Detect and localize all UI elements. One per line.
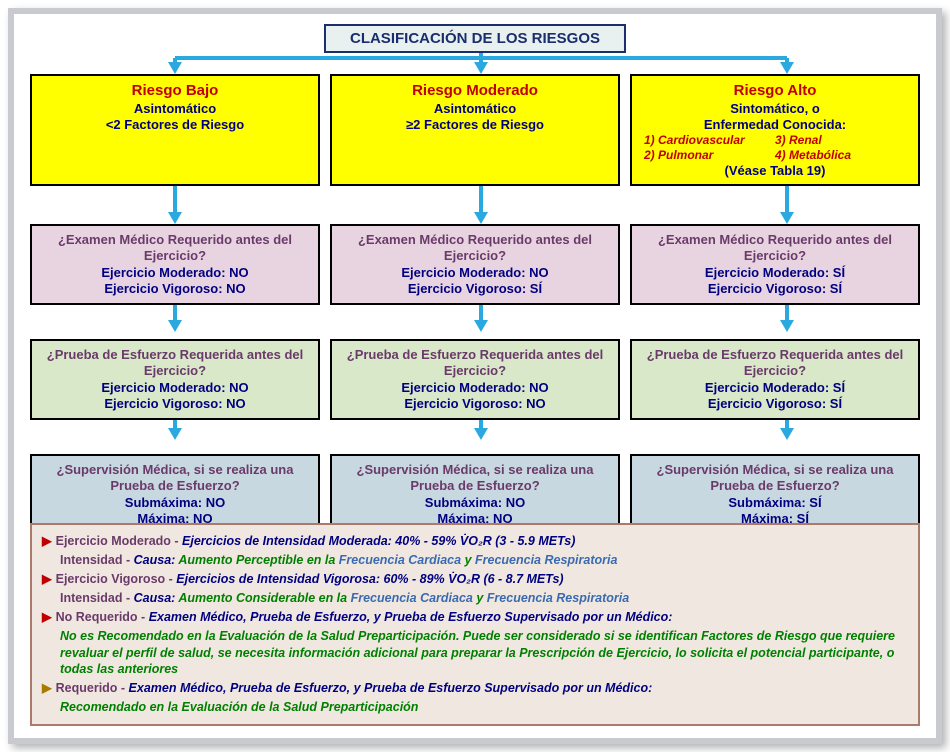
exam-box: ¿Examen Médico Requerido antes del Ejerc…	[30, 224, 320, 305]
diagram-container: CLASIFICACIÓN DE LOS RIESGOS Riesgo Bajo…	[8, 8, 942, 744]
bullet-icon: ▶	[42, 610, 52, 624]
bullet-icon: ▶	[42, 681, 52, 695]
diagram-title: CLASIFICACIÓN DE LOS RIESGOS	[324, 24, 626, 53]
columns-row: Riesgo BajoAsintomático<2 Factores de Ri…	[30, 74, 920, 535]
risk-box: Riesgo BajoAsintomático<2 Factores de Ri…	[30, 74, 320, 186]
test-box: ¿Prueba de Esfuerzo Requerida antes del …	[630, 339, 920, 420]
legend-line: No es Recomendado en la Evaluación de la…	[42, 628, 908, 679]
legend-box: ▶Ejercicio Moderado - Ejercicios de Inte…	[30, 523, 920, 726]
legend-line: ▶No Requerido - Examen Médico, Prueba de…	[42, 609, 908, 626]
legend-line: Intensidad - Causa: Aumento Perceptible …	[42, 552, 908, 569]
exam-box: ¿Examen Médico Requerido antes del Ejerc…	[330, 224, 620, 305]
risk-box: Riesgo AltoSintomático, oEnfermedad Cono…	[630, 74, 920, 186]
legend-line: Recomendado en la Evaluación de la Salud…	[42, 699, 908, 716]
legend-line: Intensidad - Causa: Aumento Considerable…	[42, 590, 908, 607]
test-box: ¿Prueba de Esfuerzo Requerida antes del …	[30, 339, 320, 420]
bullet-icon: ▶	[42, 572, 52, 586]
column-1: Riesgo ModeradoAsintomático≥2 Factores d…	[330, 74, 620, 535]
column-0: Riesgo BajoAsintomático<2 Factores de Ri…	[30, 74, 320, 535]
exam-box: ¿Examen Médico Requerido antes del Ejerc…	[630, 224, 920, 305]
legend-line: ▶Ejercicio Vigoroso - Ejercicios de Inte…	[42, 571, 908, 588]
risk-box: Riesgo ModeradoAsintomático≥2 Factores d…	[330, 74, 620, 186]
legend-line: ▶Ejercicio Moderado - Ejercicios de Inte…	[42, 533, 908, 550]
column-2: Riesgo AltoSintomático, oEnfermedad Cono…	[630, 74, 920, 535]
legend-line: ▶Requerido - Examen Médico, Prueba de Es…	[42, 680, 908, 697]
bullet-icon: ▶	[42, 534, 52, 548]
test-box: ¿Prueba de Esfuerzo Requerida antes del …	[330, 339, 620, 420]
